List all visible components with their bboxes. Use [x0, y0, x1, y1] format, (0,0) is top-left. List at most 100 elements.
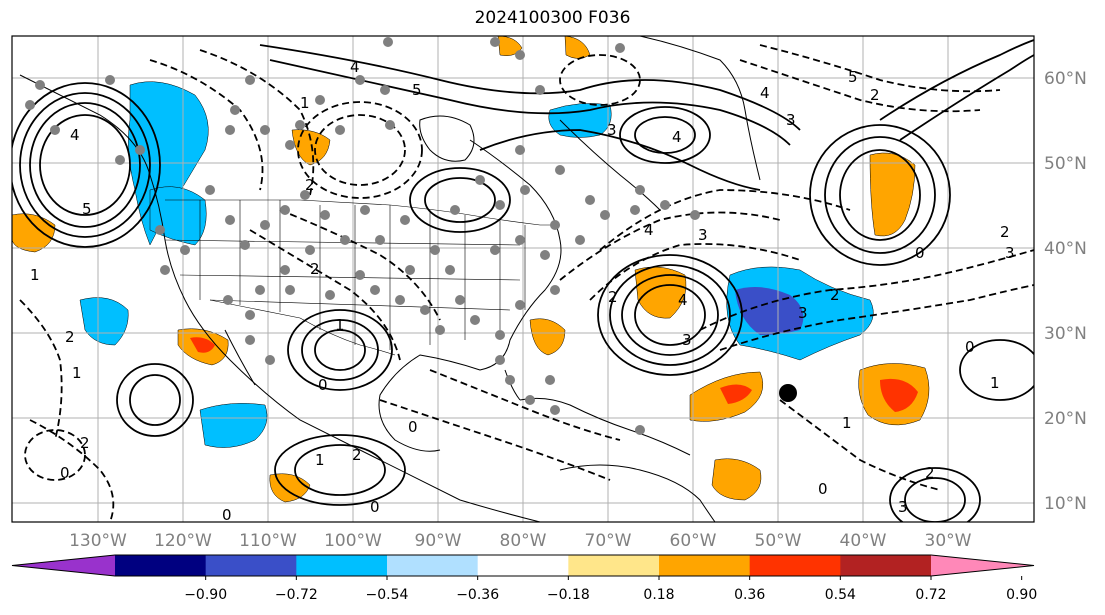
contour-labrador-2	[619, 106, 711, 164]
latitude-axis-labels: 60°N 50°N 40°N 30°N 20°N 10°N	[1044, 69, 1087, 514]
coastline-baja	[224, 329, 256, 386]
contour-arctic-ridge-2	[269, 59, 791, 146]
contour-label-0-pacific-south: 0	[370, 498, 380, 516]
colorbar-segment	[840, 555, 932, 576]
contour-southeast-2	[889, 467, 981, 522]
lon-label-130w: 130°W	[69, 531, 127, 551]
lon-label-60w: 60°W	[670, 531, 717, 551]
contour-east-pacific-1	[294, 444, 386, 496]
lat-label-60n: 60°N	[1044, 69, 1087, 89]
contour-label-3-southeast: 3	[898, 498, 908, 516]
contour-dashed-subtropical-2	[719, 284, 1034, 351]
contour-azores-2	[621, 274, 719, 356]
contour-mexico-2	[301, 319, 379, 381]
strong-positive-tropical	[720, 384, 752, 404]
contour-label-3-greenland: 3	[786, 111, 796, 129]
lon-label-90w: 90°W	[415, 531, 462, 551]
positive-shade-west	[12, 213, 56, 253]
colorbar-tick-label: −0.54	[366, 587, 409, 603]
contour-label-4-azores: 4	[678, 291, 688, 309]
colorbar: −0.90 −0.72 −0.54 −0.36 −0.18 0.18 0.36 0.54 0.7…	[11, 554, 1037, 603]
contour-great-lakes-2	[409, 167, 511, 233]
contour-label-0-mexico: 0	[318, 376, 328, 394]
contour-label-4-labrador: 4	[672, 128, 682, 146]
state-lines-east	[499, 220, 526, 330]
lat-label-50n: 50°N	[1044, 154, 1087, 174]
colorbar-segment	[568, 555, 660, 576]
contour-label-2-north-atlantic: 2	[1000, 223, 1010, 241]
colorbar-tick-label: 0.36	[734, 587, 765, 603]
contour-dashed-west-pacific-2	[29, 419, 115, 522]
lon-label-120w: 120°W	[154, 531, 212, 551]
colorbar-extend-low	[12, 555, 115, 576]
contour-label-4-alaska: 4	[70, 126, 80, 144]
colorbar-tick-label: −0.36	[456, 587, 499, 603]
lon-label-100w: 100°W	[324, 531, 382, 551]
contour-dashed-tropical-2	[379, 399, 611, 481]
contour-label-4-atlantic: 4	[644, 221, 654, 239]
contour-label-1-west: 1	[72, 364, 82, 382]
lon-label-50w: 50°W	[755, 531, 802, 551]
contour-dashed-atlantic-2	[589, 243, 801, 301]
contour-dashed-canada-2	[199, 49, 315, 196]
dashed-contours	[19, 44, 1034, 522]
us-canada-border	[165, 199, 560, 226]
contour-east-atlantic-1	[959, 339, 1034, 401]
coastlines	[19, 36, 761, 522]
contour-label-0-caribbean: 0	[408, 418, 418, 436]
coastline-south-america	[559, 464, 716, 522]
colorbar-segment	[296, 555, 388, 576]
positive-shade-gulf	[529, 318, 566, 356]
contour-label-3-subtropical: 3	[798, 304, 808, 322]
colorbar-segment	[477, 555, 569, 576]
lat-label-20n: 20°N	[1044, 409, 1087, 429]
contour-label-1-west-coast: 1	[30, 266, 40, 284]
contour-label-1-us: 1	[300, 94, 310, 112]
colorbar-tick-label: −0.72	[275, 587, 318, 603]
state-lines-west	[199, 200, 321, 330]
contour-label-2-pacific: 2	[352, 446, 362, 464]
colorbar-tick-label: −0.90	[184, 587, 227, 603]
contour-label-3-azores: 3	[682, 331, 692, 349]
contour-label-3-north-atlantic: 3	[1005, 244, 1015, 262]
contour-dashed-us-2	[249, 229, 401, 361]
positive-shade-greenland	[497, 36, 523, 56]
contour-great-lakes-1	[424, 177, 496, 223]
contour-label-0-north-atlantic: 0	[915, 244, 925, 262]
contour-value-labels: 5 4 5 4 3 4 4 3 4 3 2 3 2 0 1 0 2 3 2 1 …	[30, 58, 1015, 522]
contour-dashed-west-pacific	[19, 299, 63, 441]
colorbar-segment	[659, 555, 751, 576]
contour-mexico-1	[314, 329, 366, 371]
contour-north-atlantic-1	[839, 149, 921, 241]
contour-pacific-2	[116, 363, 194, 437]
lon-label-110w: 110°W	[239, 531, 297, 551]
colorbar-segment	[115, 555, 207, 576]
coastline-florida	[504, 369, 521, 401]
colorbar-tick-label: −0.18	[547, 587, 590, 603]
lon-label-70w: 70°W	[585, 531, 632, 551]
colorbar-tick-label: 0.72	[915, 587, 946, 603]
colorbar-extend-high	[931, 555, 1034, 576]
contour-southeast-1	[904, 477, 966, 522]
contour-label-5-greenland: 5	[848, 68, 858, 86]
lon-label-40w: 40°W	[840, 531, 887, 551]
longitude-axis-labels: 130°W 120°W 110°W 100°W 90°W 80°W 70°W 6…	[69, 531, 972, 551]
contour-dashed-atlantic-1	[559, 211, 781, 281]
contour-arctic-ridge-3	[479, 129, 761, 191]
coastline-labrador	[559, 119, 661, 211]
contour-label-1-southeast: 1	[842, 414, 852, 432]
figure-title: 2024100300 F036	[474, 8, 631, 28]
contour-label-1-pacific: 1	[315, 451, 325, 469]
colorbar-tick-label: 0.54	[825, 587, 856, 603]
contour-label-0-east: 0	[965, 338, 975, 356]
contour-dashed-subtropical-1	[699, 249, 1034, 331]
contour-azores-1	[634, 284, 706, 346]
contour-mexico-3	[287, 309, 393, 391]
contour-label-1-mexico: 1	[335, 316, 345, 334]
contour-east-pacific-2	[274, 434, 406, 506]
colorbar-tick-label: 0.90	[1006, 587, 1037, 603]
contour-pacific-1	[129, 374, 181, 426]
contour-north-atlantic-3	[809, 124, 951, 266]
contour-label-2-mexico: 2	[310, 260, 320, 278]
contour-azores-4	[597, 254, 743, 376]
